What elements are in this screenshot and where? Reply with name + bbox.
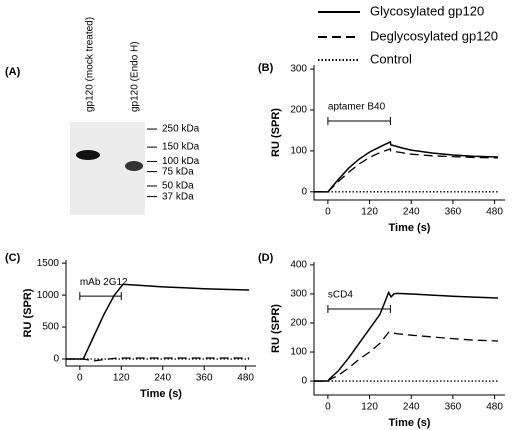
x-tick-label: 480 bbox=[237, 373, 254, 384]
y-tick-label: 500 bbox=[42, 322, 59, 333]
y-tick-label: 1000 bbox=[37, 290, 60, 301]
marker-label: 75 kDa bbox=[162, 166, 194, 177]
series-line bbox=[314, 147, 499, 193]
y-tick-label: 100 bbox=[290, 146, 307, 157]
x-axis-label: Time (s) bbox=[140, 388, 182, 400]
y-tick-label: 0 bbox=[301, 186, 307, 197]
gel-band bbox=[125, 161, 143, 171]
panel-label: (C) bbox=[5, 252, 21, 264]
y-tick-label: 1500 bbox=[37, 258, 60, 269]
axes bbox=[313, 262, 505, 396]
series-line bbox=[66, 283, 250, 360]
lane-label: gp120 (mock treated) bbox=[85, 17, 96, 112]
marker-label: 37 kDa bbox=[162, 191, 194, 202]
legend-label: Control bbox=[370, 51, 412, 66]
marker-label: 50 kDa bbox=[162, 181, 194, 192]
series-line bbox=[314, 331, 499, 382]
x-tick-label: 120 bbox=[361, 402, 378, 413]
panel-label: (B) bbox=[258, 62, 274, 74]
y-tick-label: 200 bbox=[290, 318, 307, 329]
y-tick-label: 100 bbox=[290, 347, 307, 358]
annotation-bar bbox=[327, 117, 391, 126]
x-tick-label: 120 bbox=[361, 207, 378, 218]
panel-label: (A) bbox=[5, 66, 21, 78]
legend-label: Glycosylated gp120 bbox=[370, 3, 484, 18]
annotation-text: aptamer B40 bbox=[328, 102, 386, 113]
y-tick-label: 300 bbox=[290, 64, 307, 75]
marker-label: 150 kDa bbox=[162, 142, 200, 153]
y-tick-label: 200 bbox=[290, 105, 307, 116]
annotation-text: sCD4 bbox=[328, 290, 353, 301]
x-tick-label: 240 bbox=[403, 207, 420, 218]
y-axis-label: RU (SPR) bbox=[270, 304, 282, 353]
annotation-bar bbox=[327, 305, 391, 314]
annotation-bar bbox=[79, 292, 122, 301]
x-tick-label: 120 bbox=[113, 373, 130, 384]
x-axis-label: Time (s) bbox=[389, 417, 431, 429]
x-tick-label: 0 bbox=[325, 402, 331, 413]
annotation-text: mAb 2G12 bbox=[80, 277, 128, 288]
x-tick-label: 0 bbox=[325, 207, 331, 218]
y-tick-label: 0 bbox=[301, 376, 307, 387]
y-tick-label: 300 bbox=[290, 289, 307, 300]
x-tick-label: 240 bbox=[403, 402, 420, 413]
series-line bbox=[314, 140, 499, 193]
x-tick-label: 360 bbox=[196, 373, 213, 384]
x-tick-label: 240 bbox=[154, 373, 171, 384]
panel-label: (D) bbox=[258, 252, 274, 264]
series-line bbox=[314, 290, 499, 382]
x-tick-label: 0 bbox=[77, 373, 83, 384]
marker-label: 250 kDa bbox=[162, 124, 200, 135]
legend-label: Deglycosylated gp120 bbox=[370, 28, 498, 43]
y-axis-label: RU (SPR) bbox=[22, 288, 34, 337]
x-axis-label: Time (s) bbox=[389, 222, 431, 234]
x-tick-label: 360 bbox=[445, 207, 462, 218]
x-tick-label: 480 bbox=[486, 402, 503, 413]
marker-label: 100 kDa bbox=[162, 156, 200, 167]
x-tick-label: 480 bbox=[486, 207, 503, 218]
gel-band bbox=[76, 150, 100, 160]
y-tick-label: 0 bbox=[53, 354, 59, 365]
lane-label: gp120 (Endo H) bbox=[130, 41, 141, 112]
y-tick-label: 400 bbox=[290, 260, 307, 271]
y-axis-label: RU (SPR) bbox=[270, 108, 282, 157]
axes bbox=[313, 65, 505, 201]
x-tick-label: 360 bbox=[445, 402, 462, 413]
